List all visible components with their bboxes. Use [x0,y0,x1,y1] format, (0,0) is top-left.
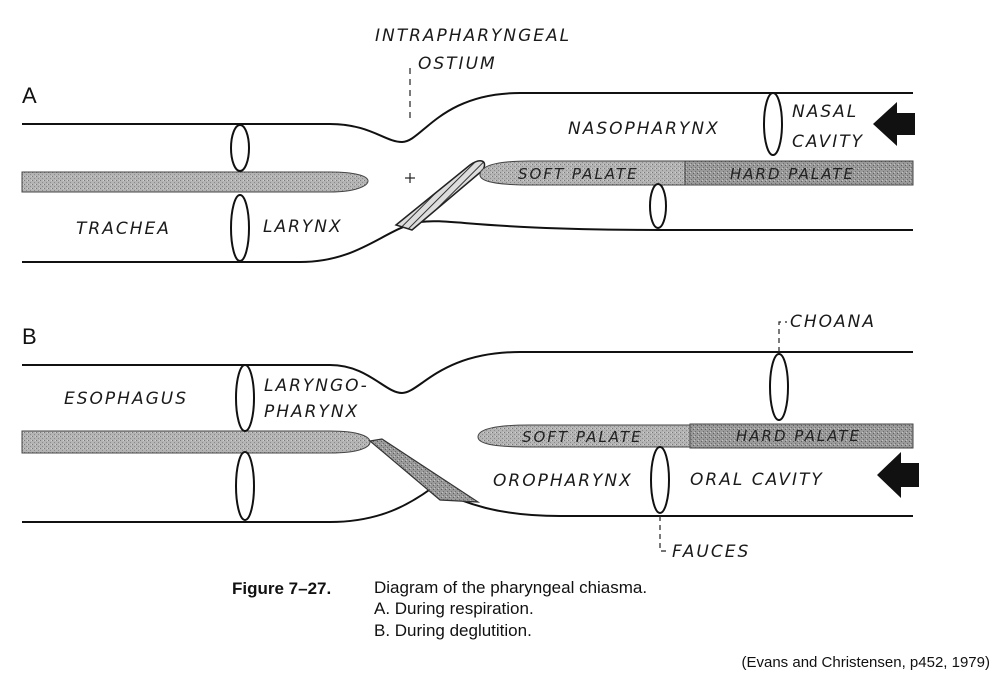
caption-line: B. During deglutition. [374,621,532,640]
label-oropharynx: OROPHARYNX [493,471,633,491]
panel-a-lower-airway-wall [22,220,913,263]
panel-a-upper-airway-wall [22,92,913,144]
panel-b-fauces-guide [659,516,668,552]
label-laryngo: LARYNGO- [264,376,369,396]
citation: (Evans and Christensen, p452, 1979) [742,654,991,671]
panel-b-esophagus-ring-lower [235,451,255,521]
panel-a-letter: A [22,83,37,108]
caption-line: Diagram of the pharyngeal chiasma. [374,578,647,597]
panel-a-airflow-arrow-icon [873,102,915,146]
panel-a-choana-ring [763,92,783,156]
panel-b-choana-guide [778,321,787,352]
label-choana: CHOANA [790,312,876,332]
panel-a-epiglottis [394,160,486,231]
label-a-soft-palate: SOFT PALATE [518,165,639,183]
caption-line: A. During respiration. [374,599,534,618]
label-fauces: FAUCES [672,542,750,562]
label-oral-cavity: ORAL CAVITY [690,470,824,490]
panel-b-laryngeal-septum [21,430,371,454]
label-a-hard-palate: HARD PALATE [730,165,855,183]
panel-b-esophagus-ring-upper [235,364,255,432]
figure-caption: Figure 7–27. Diagram of the pharyngeal c… [232,578,647,640]
label-esophagus: ESOPHAGUS [64,389,188,409]
label-nasal: NASAL [792,102,858,122]
panel-b-letter: B [22,324,37,349]
label-pharynx: PHARYNX [264,402,359,422]
label-ostium: OSTIUM [418,54,497,74]
panel-b-fauces-ring [650,446,670,514]
panel-b-choana-ring [769,353,789,421]
panel-a-trachea-ring-lower [230,194,250,262]
panel-a-tracheal-septum [21,171,369,193]
panel-b-hard-palate [689,423,914,449]
panel-a-hard-palate [684,160,914,186]
panel-b-food-arrow-icon [877,452,919,498]
label-larynx: LARYNX [263,217,343,237]
caption-title: Figure 7–27. [232,579,331,598]
panel-a: A INTRAPHARYNGEAL OSTIUM NASOPHARYNX NAS… [21,26,915,263]
label-b-hard-palate: HARD PALATE [736,427,861,445]
label-nasopharynx: NASOPHARYNX [568,119,720,139]
panel-a-trachea-ring-upper [230,124,250,172]
panel-b: B CHOANA ESOPHAGUS LARYNGO- PHARYNX SOFT… [21,312,919,562]
panel-b-epiglottis [368,438,481,503]
label-trachea: TRACHEA [76,219,171,239]
label-cavity: CAVITY [792,132,864,152]
panel-b-lower-wall [22,486,913,523]
panel-b-upper-wall [22,351,913,395]
label-intrapharyngeal: INTRAPHARYNGEAL [375,26,571,46]
label-b-soft-palate: SOFT PALATE [522,428,643,446]
panel-a-fauces-ring [649,183,667,229]
